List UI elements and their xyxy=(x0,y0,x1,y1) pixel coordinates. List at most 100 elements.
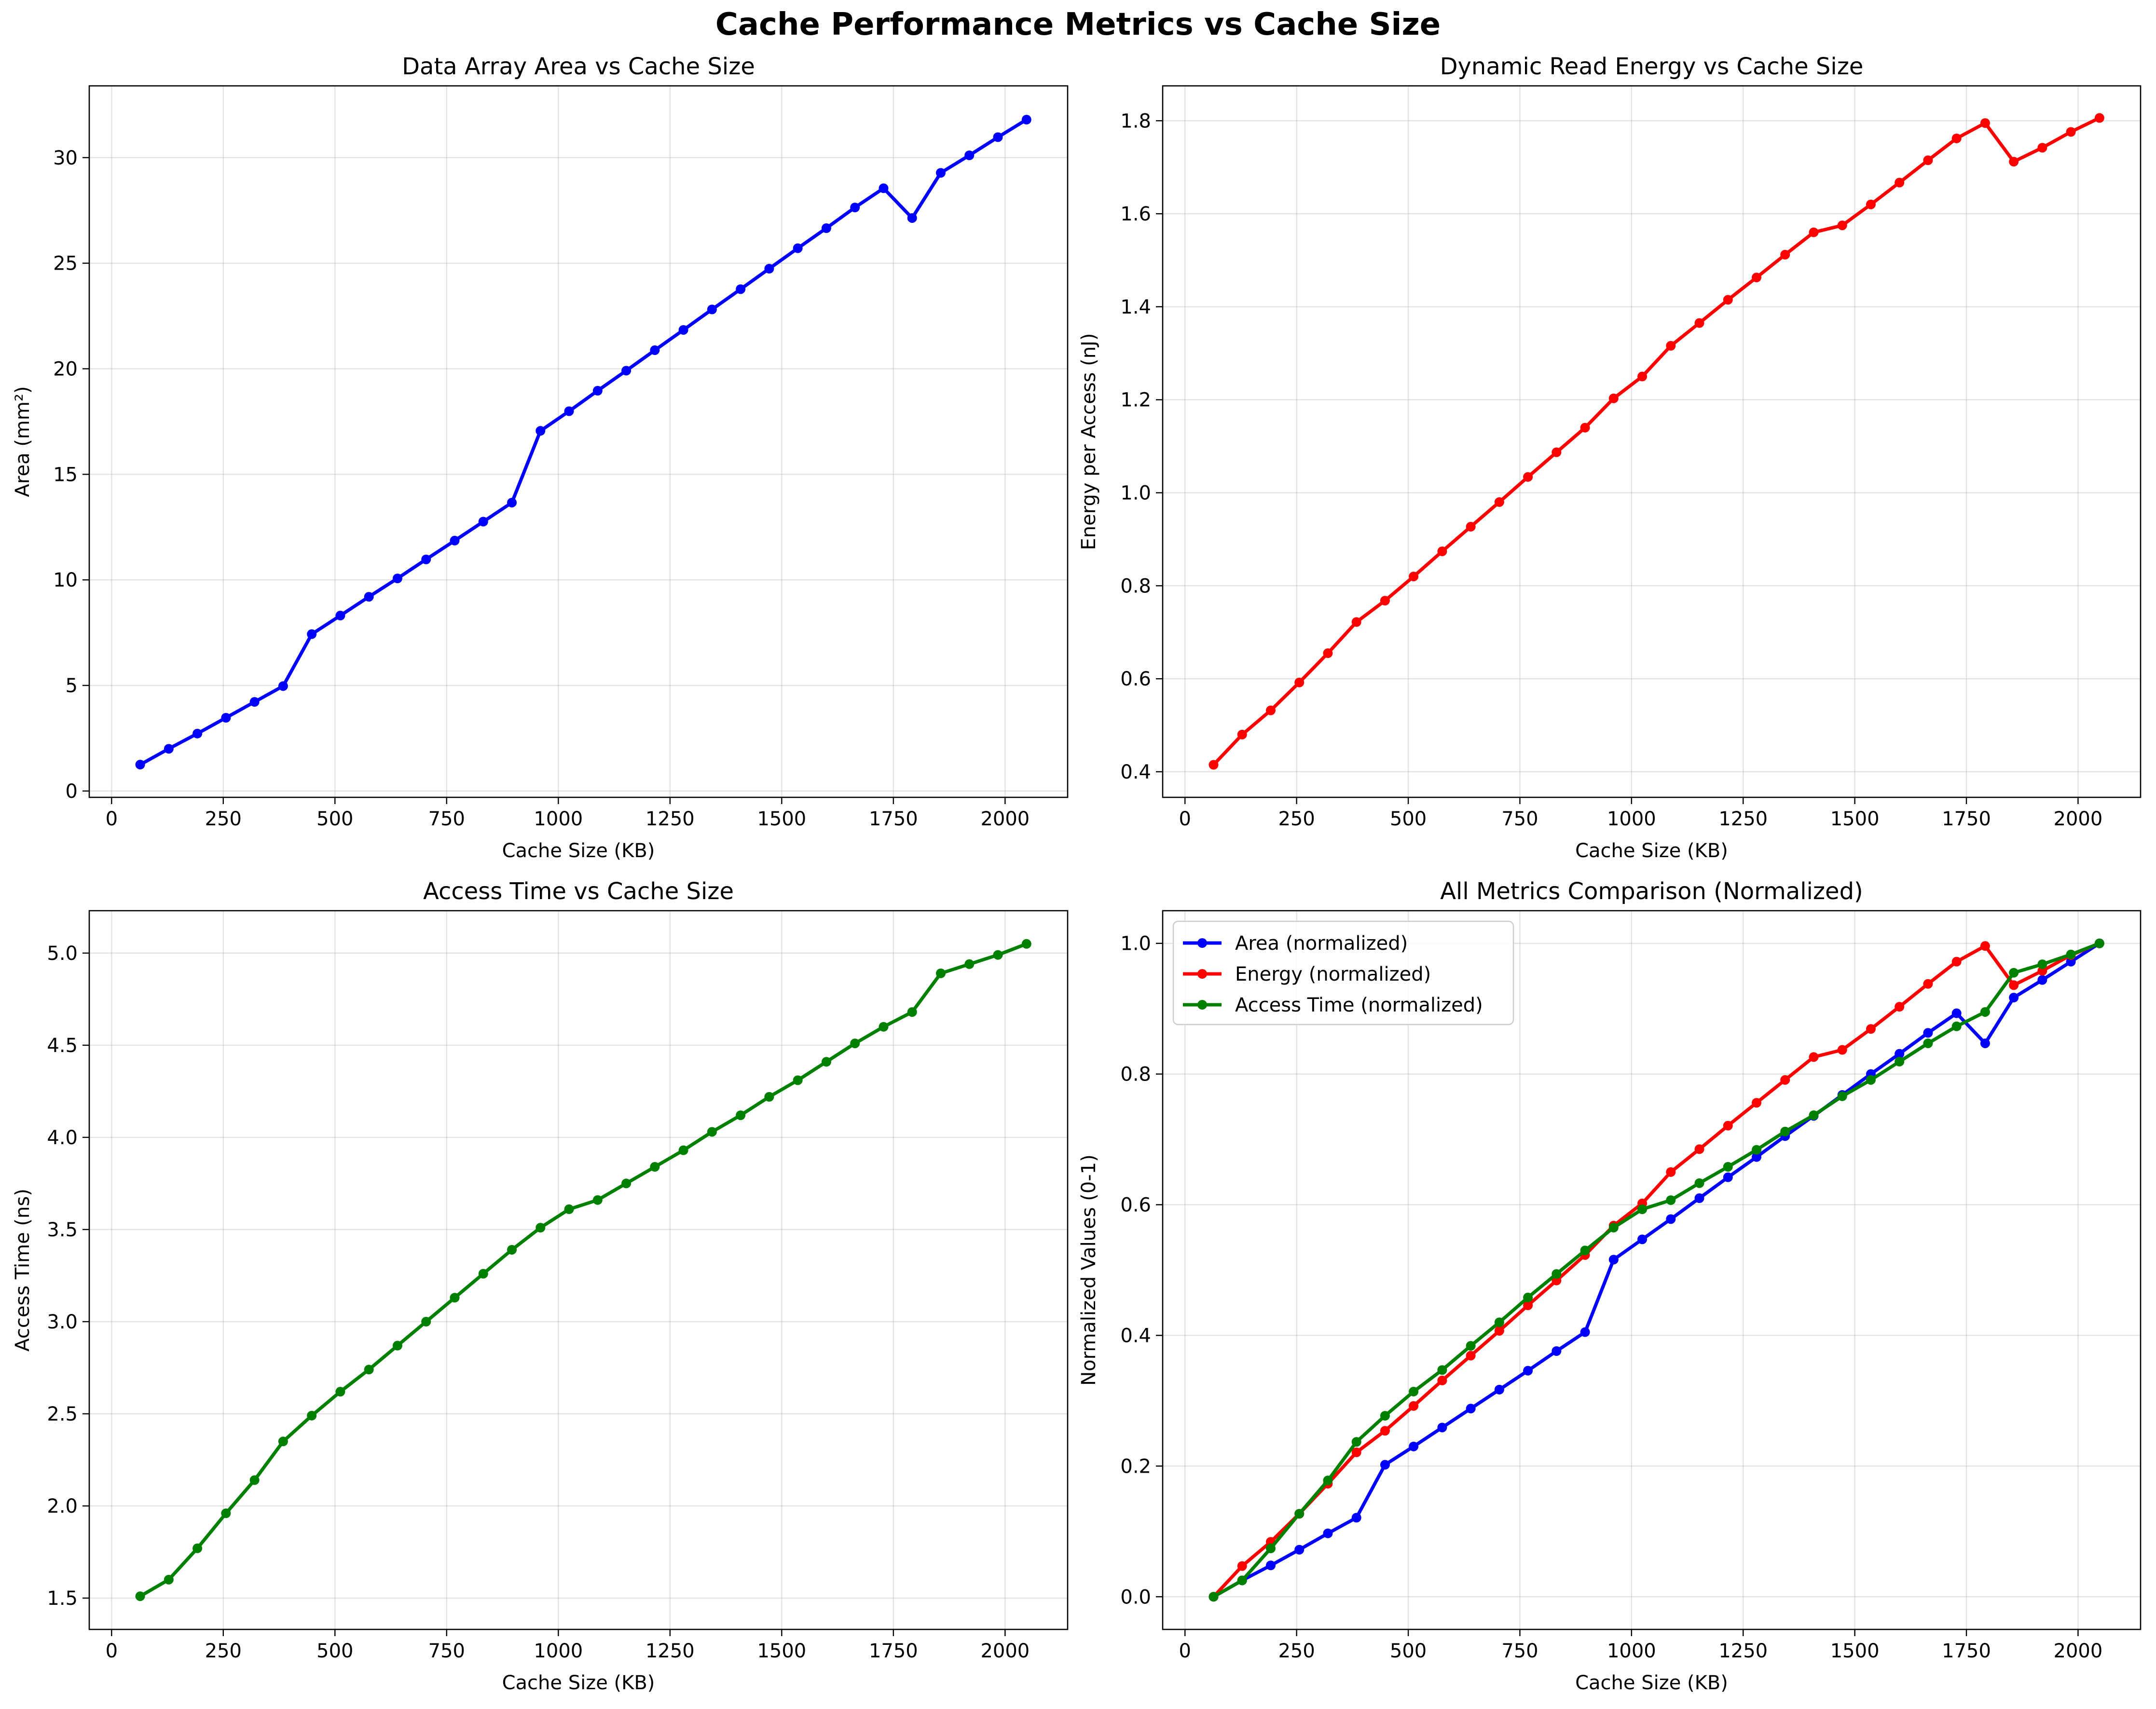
data-point xyxy=(1580,1327,1590,1337)
x-tick-label: 1500 xyxy=(757,808,806,830)
chart-title: All Metrics Comparison (Normalized) xyxy=(1440,878,1863,905)
chart-panel-2: 0 250 500 750 1000 1250 1500 1750 2000 0.4 0.6 0.8 1… xyxy=(1078,53,2142,862)
data-point xyxy=(307,1410,317,1421)
data-point xyxy=(2009,968,2019,978)
data-point xyxy=(1923,979,1933,989)
data-point xyxy=(1608,393,1619,403)
data-point xyxy=(536,426,546,436)
data-point xyxy=(249,697,260,707)
data-point xyxy=(936,168,946,178)
data-point xyxy=(1837,1045,1847,1055)
y-tick-label: 4.5 xyxy=(47,1035,78,1057)
data-point xyxy=(335,611,345,621)
data-point xyxy=(450,1293,460,1303)
y-tick-label: 5.0 xyxy=(47,943,78,965)
data-point xyxy=(964,959,975,969)
data-point xyxy=(707,304,717,314)
data-point xyxy=(592,1195,603,1205)
x-tick-label: 1500 xyxy=(1830,1640,1880,1662)
data-point xyxy=(1580,1245,1590,1256)
x-tick-label: 500 xyxy=(316,808,353,830)
data-point xyxy=(1466,1341,1476,1351)
x-tick-label: 1250 xyxy=(1718,808,1768,830)
y-tick-label: 1.2 xyxy=(1120,389,1151,411)
data-point xyxy=(1637,1234,1648,1244)
y-tick-label: 2.0 xyxy=(47,1495,78,1518)
x-tick-label: 250 xyxy=(1278,808,1315,830)
data-point xyxy=(278,1436,288,1447)
data-point xyxy=(1895,1056,1905,1066)
y-tick-label: 30 xyxy=(53,147,78,169)
y-tick-label: 20 xyxy=(53,358,78,380)
legend-entry-label: Area (normalized) xyxy=(1235,932,1408,955)
data-point xyxy=(764,264,774,274)
data-point xyxy=(1237,729,1247,739)
data-point xyxy=(1723,1162,1733,1172)
data-point xyxy=(1694,1144,1704,1154)
data-point xyxy=(1895,1049,1905,1059)
data-point xyxy=(1208,760,1219,770)
y-tick-label: 1.5 xyxy=(47,1587,78,1610)
x-tick-label: 750 xyxy=(428,808,465,830)
data-point xyxy=(135,760,145,770)
data-point xyxy=(1637,371,1648,382)
y-tick-label: 0.6 xyxy=(1120,668,1151,690)
data-point xyxy=(793,243,803,253)
x-tick-label: 1500 xyxy=(1830,808,1880,830)
data-point xyxy=(450,535,460,546)
data-point xyxy=(1265,1544,1276,1554)
y-axis-label: Normalized Values (0-1) xyxy=(1078,1154,1100,1386)
data-point xyxy=(1694,1178,1704,1188)
data-point xyxy=(1351,1437,1361,1447)
y-tick-label: 1.0 xyxy=(1120,482,1151,505)
y-tick-label: 15 xyxy=(53,464,78,486)
data-point xyxy=(1723,295,1733,305)
y-tick-label: 0.8 xyxy=(1120,1064,1151,1086)
data-point xyxy=(1380,1426,1390,1436)
data-point xyxy=(764,1092,774,1102)
data-point xyxy=(364,1365,374,1375)
data-point xyxy=(1466,521,1476,532)
y-tick-label: 3.5 xyxy=(47,1219,78,1241)
data-point xyxy=(793,1075,803,1085)
series-line-3 xyxy=(1212,942,2101,1599)
data-point xyxy=(564,406,574,416)
data-point xyxy=(821,1057,831,1067)
data-point xyxy=(1265,1560,1276,1571)
data-point xyxy=(1951,1021,1962,1031)
y-tick-label: 0.4 xyxy=(1120,1325,1151,1347)
x-tick-label: 500 xyxy=(316,1640,353,1662)
data-point xyxy=(1437,1365,1447,1375)
legend-swatch-marker xyxy=(1197,1000,1207,1010)
data-point xyxy=(1752,273,1762,283)
y-tick-label: 2.5 xyxy=(47,1403,78,1425)
data-point xyxy=(650,345,660,355)
data-point xyxy=(507,1244,517,1255)
x-tick-label: 1750 xyxy=(1942,808,1991,830)
x-tick-label: 0 xyxy=(1179,808,1191,830)
data-point xyxy=(1294,677,1305,687)
chart-title: Dynamic Read Energy vs Cache Size xyxy=(1440,53,1864,80)
data-point xyxy=(1021,115,1031,125)
data-point xyxy=(1437,1375,1447,1385)
data-point xyxy=(1208,1592,1219,1602)
legend-swatch-marker xyxy=(1197,938,1207,948)
data-point xyxy=(1895,178,1905,188)
legend-entry-label: Energy (normalized) xyxy=(1235,963,1431,985)
x-tick-label: 250 xyxy=(1278,1640,1315,1662)
data-point xyxy=(1951,133,1962,143)
data-point xyxy=(2037,975,2047,985)
data-point xyxy=(621,1178,632,1189)
data-point xyxy=(364,592,374,602)
x-tick-label: 250 xyxy=(205,808,242,830)
data-point xyxy=(1980,941,1990,951)
series-line-1 xyxy=(1212,942,2101,1599)
data-point xyxy=(1409,1386,1419,1396)
data-point xyxy=(135,1591,145,1601)
x-tick-label: 250 xyxy=(205,1640,242,1662)
x-tick-label: 500 xyxy=(1390,808,1427,830)
data-point xyxy=(1866,1075,1876,1085)
data-point xyxy=(1523,1300,1533,1311)
data-point xyxy=(1523,1292,1533,1302)
series-line-1 xyxy=(139,118,1028,766)
